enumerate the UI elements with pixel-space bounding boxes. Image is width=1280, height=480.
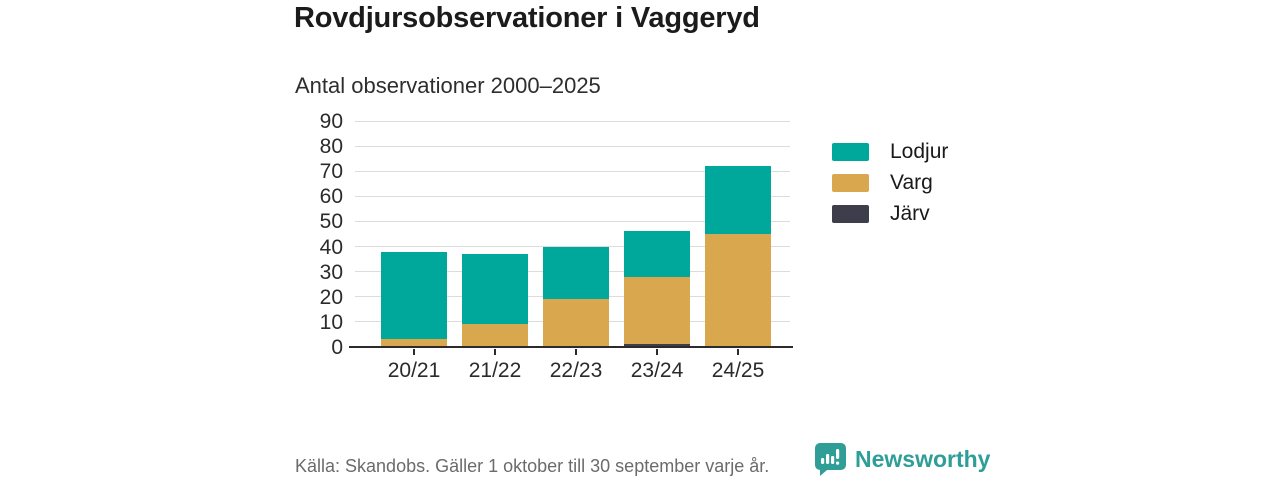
x-axis-baseline [349,346,793,348]
y-axis-tick-label: 90 [319,110,343,133]
brand-name: Newsworthy [855,446,991,472]
bar-segment-järv [624,344,690,347]
y-axis-tick-label: 50 [319,210,343,234]
bar-segment-lodjur [543,246,609,300]
legend-swatch [832,204,869,223]
legend-label: Lodjur [890,140,949,163]
legend: Lodjur Varg Järv [832,140,949,235]
bar-segment-varg [381,339,447,347]
gridline [355,170,790,172]
legend-label: Järv [890,202,930,225]
legend-item-järv: Järv [832,202,948,225]
bar-segment-lodjur [381,251,447,340]
legend-item-lodjur: Lodjur [832,140,949,163]
gridline [355,220,790,222]
bar-segment-lodjur [462,254,528,325]
legend-swatch [832,142,869,161]
y-axis-tick-label: 0 [331,336,343,359]
y-axis-tick-label: 80 [319,135,343,159]
x-axis-tick-label: 21/22 [468,359,522,382]
x-axis-tick-label: 24/25 [711,359,765,382]
x-axis-tickmark [575,349,577,355]
x-axis-tickmark [737,349,739,355]
gridline [355,195,790,197]
gridline [355,145,790,147]
source-note: Källa: Skandobs. Gäller 1 oktober till 3… [295,456,770,476]
y-axis-tick-label: 70 [319,160,343,184]
legend-swatch [832,173,869,192]
brand-logo: Newsworthy [814,442,990,477]
bar-segment-varg [624,276,690,345]
bar-segment-varg [462,324,528,347]
y-axis-tick-label: 30 [319,260,343,284]
x-axis-tickmark [656,349,658,355]
gridline [355,120,790,122]
bar-segment-lodjur [624,231,690,277]
legend-label: Varg [890,171,933,194]
newsworthy-icon [815,443,846,476]
y-axis-tick-label: 60 [319,185,343,209]
bar-segment-varg [543,299,609,347]
chart-title: Rovdjursobservationer i Vaggeryd [294,2,760,34]
y-axis-tick-label: 40 [319,235,343,259]
legend-item-varg: Varg [832,171,948,194]
y-axis-tick-label: 10 [319,310,343,334]
x-axis-tickmark [494,349,496,355]
chart-subtitle: Antal observationer 2000–2025 [295,73,601,98]
bar-segment-lodjur [705,166,771,234]
y-axis-tick-label: 20 [319,285,343,309]
bar-segment-varg [705,234,771,347]
x-axis-tick-label: 23/24 [630,359,684,382]
x-axis-tickmark [413,349,415,355]
x-axis-tick-label: 20/21 [387,359,441,382]
x-axis-tick-label: 22/23 [549,359,603,382]
